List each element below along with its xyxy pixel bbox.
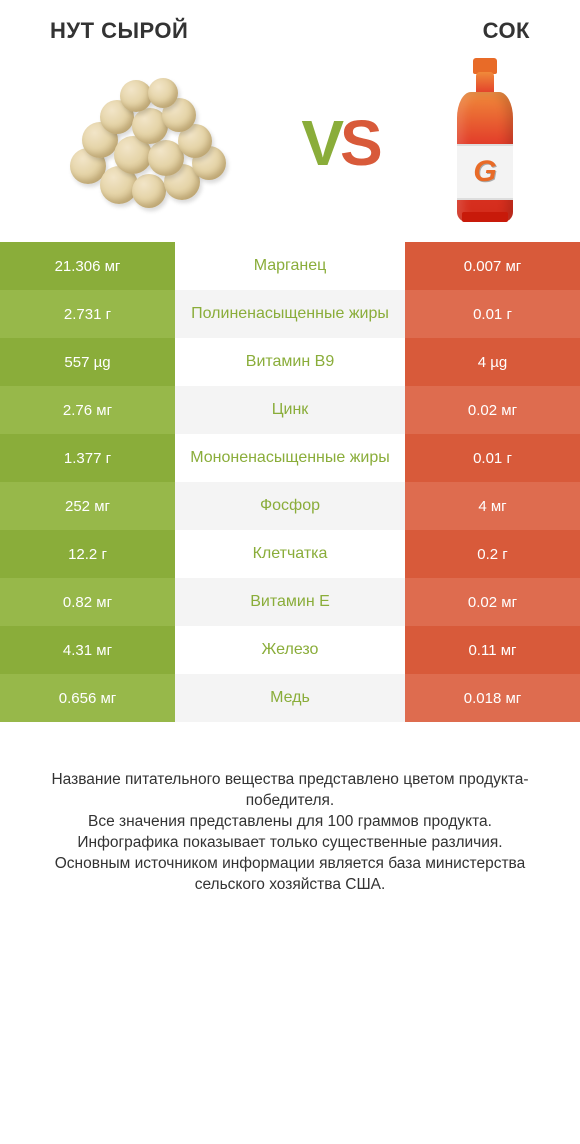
- vs-s: S: [340, 107, 379, 179]
- left-value-cell: 0.82 мг: [0, 578, 175, 626]
- comparison-table: 21.306 мгМарганец0.007 мг2.731 гПолинена…: [0, 242, 580, 722]
- footer-notes: Название питательного вещества представл…: [0, 722, 580, 896]
- left-value-cell: 21.306 мг: [0, 242, 175, 290]
- left-value-cell: 1.377 г: [0, 434, 175, 482]
- bottle-label: G: [457, 144, 513, 200]
- bottle-neck: [476, 72, 494, 94]
- nutrient-label-cell: Марганец: [175, 242, 405, 290]
- nutrient-label-cell: Медь: [175, 674, 405, 722]
- right-product-title: СОК: [483, 18, 530, 44]
- bottle-strip: [462, 212, 508, 222]
- right-value-cell: 0.02 мг: [405, 386, 580, 434]
- nutrient-label-cell: Фосфор: [175, 482, 405, 530]
- table-row: 2.76 мгЦинк0.02 мг: [0, 386, 580, 434]
- right-value-cell: 0.018 мг: [405, 674, 580, 722]
- header: НУТ СЫРОЙ СОК: [0, 0, 580, 52]
- chickpea: [132, 174, 166, 208]
- left-value-cell: 12.2 г: [0, 530, 175, 578]
- nutrient-label-cell: Железо: [175, 626, 405, 674]
- right-value-cell: 0.2 г: [405, 530, 580, 578]
- right-value-cell: 0.007 мг: [405, 242, 580, 290]
- vs-label: VS: [301, 106, 378, 180]
- table-row: 2.731 гПолиненасыщенные жиры0.01 г: [0, 290, 580, 338]
- chickpea: [148, 78, 178, 108]
- bottle-logo-g: G: [473, 155, 496, 189]
- nutrient-label-cell: Клетчатка: [175, 530, 405, 578]
- footer-line: Название питательного вещества представл…: [28, 770, 552, 812]
- table-row: 4.31 мгЖелезо0.11 мг: [0, 626, 580, 674]
- right-value-cell: 0.01 г: [405, 290, 580, 338]
- right-value-cell: 0.01 г: [405, 434, 580, 482]
- footer-line: Основным источником информации является …: [28, 854, 552, 896]
- left-value-cell: 2.731 г: [0, 290, 175, 338]
- footer-line: Инфографика показывает только существенн…: [28, 833, 552, 854]
- left-value-cell: 2.76 мг: [0, 386, 175, 434]
- hero-row: VS G: [0, 52, 580, 242]
- table-row: 557 µgВитамин B94 µg: [0, 338, 580, 386]
- bottle-illustration: G: [450, 58, 520, 228]
- right-value-cell: 0.02 мг: [405, 578, 580, 626]
- left-value-cell: 0.656 мг: [0, 674, 175, 722]
- nutrient-label-cell: Мононенасыщенные жиры: [175, 434, 405, 482]
- table-row: 1.377 гМононенасыщенные жиры0.01 г: [0, 434, 580, 482]
- chickpea: [120, 80, 152, 112]
- left-value-cell: 252 мг: [0, 482, 175, 530]
- vs-v: V: [301, 107, 340, 179]
- nutrient-label-cell: Витамин B9: [175, 338, 405, 386]
- footer-line: Все значения представлены для 100 граммо…: [28, 812, 552, 833]
- nutrient-label-cell: Полиненасыщенные жиры: [175, 290, 405, 338]
- table-row: 252 мгФосфор4 мг: [0, 482, 580, 530]
- table-row: 12.2 гКлетчатка0.2 г: [0, 530, 580, 578]
- table-row: 0.656 мгМедь0.018 мг: [0, 674, 580, 722]
- chickpeas-illustration: [60, 78, 230, 208]
- left-product-title: НУТ СЫРОЙ: [50, 18, 188, 44]
- table-row: 21.306 мгМарганец0.007 мг: [0, 242, 580, 290]
- table-row: 0.82 мгВитамин E0.02 мг: [0, 578, 580, 626]
- right-value-cell: 0.11 мг: [405, 626, 580, 674]
- left-value-cell: 557 µg: [0, 338, 175, 386]
- right-value-cell: 4 µg: [405, 338, 580, 386]
- right-value-cell: 4 мг: [405, 482, 580, 530]
- nutrient-label-cell: Витамин E: [175, 578, 405, 626]
- nutrient-label-cell: Цинк: [175, 386, 405, 434]
- left-value-cell: 4.31 мг: [0, 626, 175, 674]
